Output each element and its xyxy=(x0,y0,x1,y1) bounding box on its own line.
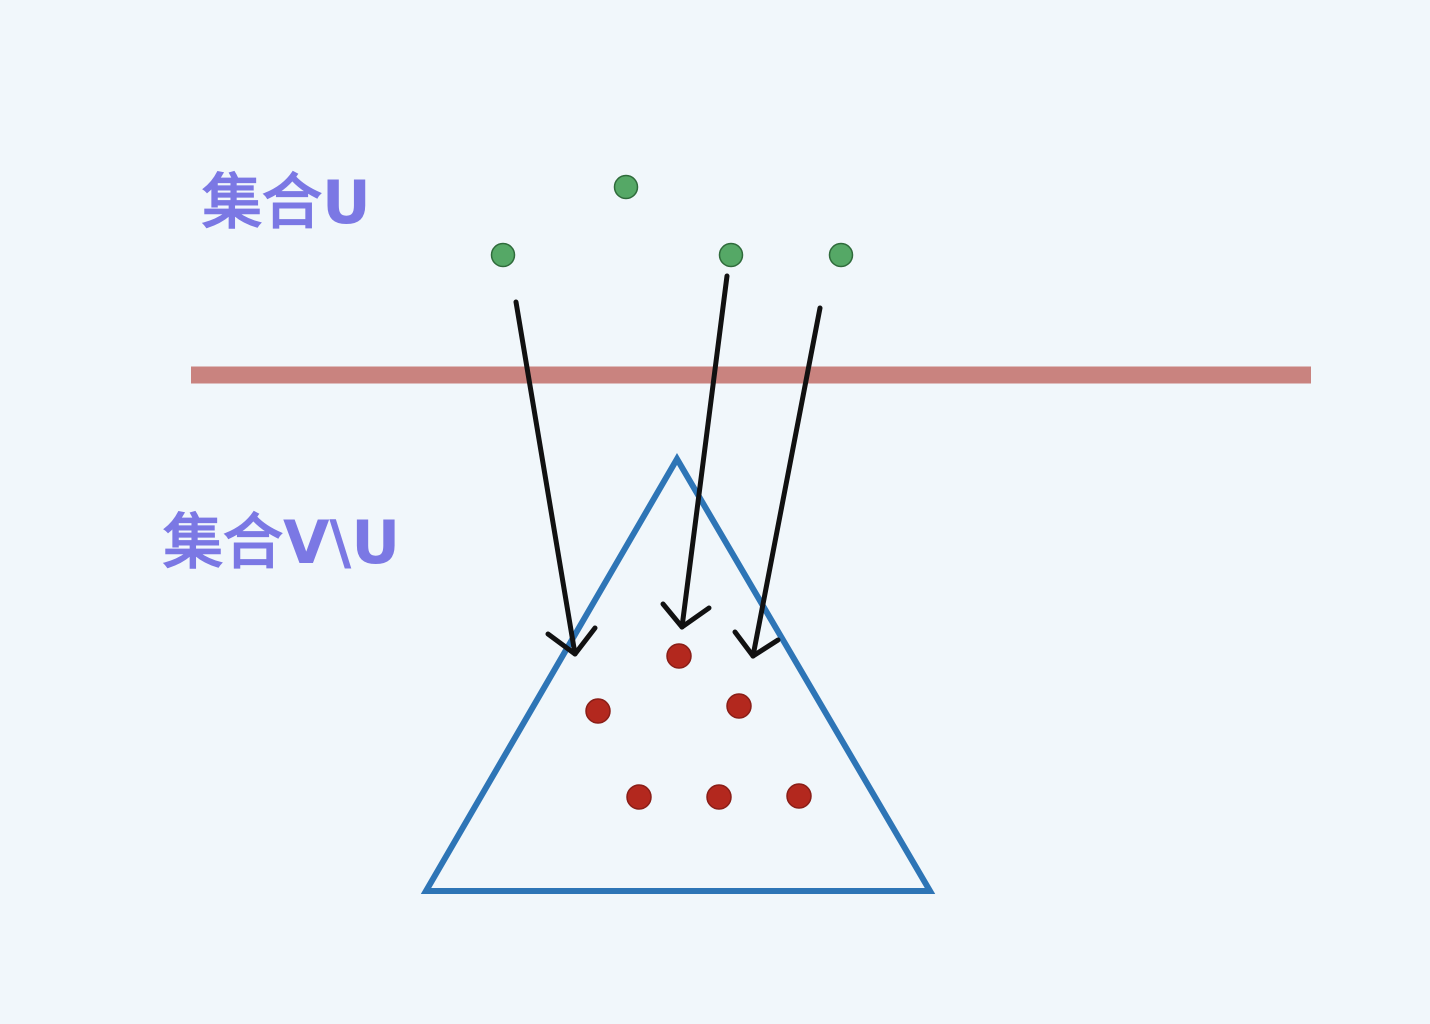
node-v-minus-u xyxy=(585,698,611,724)
set-u-label: 集合U xyxy=(201,168,371,238)
node-v-minus-u xyxy=(666,643,692,669)
edge-arrow xyxy=(660,273,730,630)
edge-arrow xyxy=(732,305,823,659)
set-v-minus-u-triangle xyxy=(420,453,936,894)
node-v-minus-u xyxy=(726,693,752,719)
edge-arrow xyxy=(513,299,598,657)
node-u xyxy=(828,242,854,268)
node-u xyxy=(490,242,516,268)
node-v-minus-u xyxy=(706,784,732,810)
node-u xyxy=(718,242,744,268)
node-u xyxy=(613,174,639,200)
set-v-minus-u-label: 集合V\U xyxy=(162,508,400,578)
node-v-minus-u xyxy=(786,783,812,809)
node-v-minus-u xyxy=(626,784,652,810)
